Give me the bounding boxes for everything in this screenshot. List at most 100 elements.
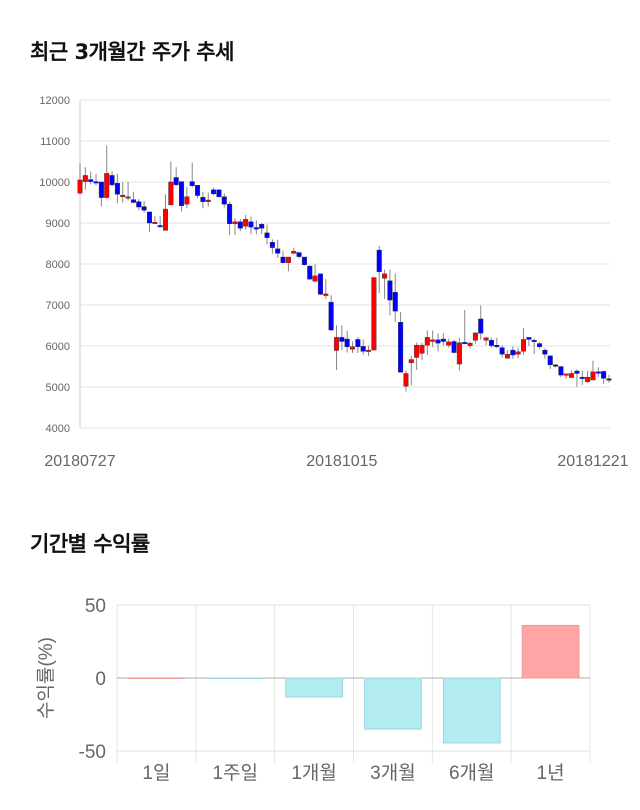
candle-body — [317, 273, 323, 295]
candle-body — [77, 179, 83, 194]
candle-body — [259, 224, 265, 229]
bar — [285, 677, 343, 698]
bar — [442, 677, 501, 744]
candle-body — [312, 275, 318, 282]
candle-body — [387, 280, 393, 301]
candle-body — [371, 277, 377, 351]
candle-body — [526, 337, 532, 340]
candle-body — [574, 370, 580, 374]
candle-body — [114, 183, 120, 195]
candle-body — [382, 273, 388, 279]
candle-body — [435, 339, 441, 344]
candle-body — [141, 206, 147, 211]
returns-title: 기간별 수익률 — [30, 532, 150, 556]
y-tick-label: 9000 — [46, 218, 70, 230]
candle-body — [488, 340, 494, 346]
candle-body — [200, 196, 206, 202]
candle-body — [280, 256, 286, 263]
candle-body — [339, 337, 345, 342]
candle-body — [430, 339, 436, 342]
candle-body — [451, 341, 457, 353]
candle-body — [606, 378, 612, 381]
candle-body — [595, 371, 601, 374]
candlestick-chart: 12000 11000 10000 9000 8000 7000 6000 5000 4000 2… — [39, 95, 628, 470]
bar — [521, 624, 580, 679]
candle-body — [456, 342, 462, 365]
candle-body — [472, 332, 478, 341]
candle-body — [189, 181, 195, 186]
candle-body — [521, 339, 527, 352]
candle-body — [419, 344, 425, 354]
candle-body — [350, 346, 356, 350]
candle-body — [136, 201, 142, 208]
y-tick-label: 11000 — [40, 136, 70, 148]
candle-body — [478, 318, 484, 334]
candle-body — [494, 344, 500, 348]
y-axis-title: 수익률(%) — [35, 637, 57, 719]
y-tick-label: 8000 — [46, 259, 70, 271]
candle-body — [392, 292, 398, 312]
candle-body — [227, 203, 233, 225]
x-tick-label: 20181221 — [557, 453, 628, 470]
candle-body — [323, 293, 329, 296]
candle-body — [253, 227, 259, 230]
candle-body — [333, 337, 339, 351]
bar — [127, 677, 186, 679]
candle-body — [243, 219, 249, 227]
y-tick-label: 6000 — [46, 341, 70, 353]
y-tick-label: 10000 — [39, 177, 70, 189]
candle-body — [424, 337, 430, 346]
candle-body — [462, 342, 468, 345]
candle-body — [120, 194, 126, 197]
bar — [206, 677, 265, 679]
x-tick-label: 1개월 — [291, 762, 337, 784]
x-tick-label: 20181015 — [306, 453, 377, 470]
candle-body — [264, 232, 270, 238]
candle-body — [173, 177, 179, 186]
candle-body — [414, 344, 420, 358]
candle-body — [510, 349, 516, 356]
candle-body — [296, 252, 302, 257]
x-tick-label: 3개월 — [370, 762, 416, 784]
x-tick-label: 6개월 — [449, 762, 495, 784]
candle-body — [585, 376, 591, 382]
candle-body — [162, 208, 168, 231]
candle-body — [366, 349, 372, 352]
candle-body — [542, 349, 548, 355]
candle-body — [269, 242, 275, 248]
returns-bar-chart: 50 0 -50 수익률(%) 1일 1주일 1개월 3개월 6개월 1년 — [35, 596, 591, 784]
candle-body — [569, 373, 575, 378]
candle-body — [355, 339, 361, 348]
candle-body — [328, 301, 334, 331]
candle-body — [553, 364, 559, 367]
candle-body — [216, 189, 222, 197]
y-tick-label: 0 — [95, 669, 106, 690]
candle-body — [109, 175, 115, 186]
candle-body — [563, 373, 569, 376]
candle-body — [168, 181, 174, 206]
candle-body — [440, 338, 446, 342]
candle-body — [125, 196, 131, 199]
y-tick-label: 7000 — [46, 300, 70, 312]
candle-body — [130, 199, 136, 203]
stock-trend-title: 최근 3개월간 주가 추세 — [30, 40, 234, 64]
candle-body — [504, 354, 510, 359]
candle-body — [205, 199, 211, 202]
candle-body — [88, 179, 94, 182]
y-tick-label: -50 — [79, 742, 106, 763]
candle-body — [467, 342, 473, 346]
candle-body — [237, 221, 243, 229]
y-tick-label: 5000 — [46, 382, 70, 394]
candle-body — [152, 221, 158, 224]
candle-body — [221, 196, 227, 205]
candle-body — [285, 256, 291, 263]
x-tick-label: 1일 — [142, 762, 170, 784]
candle-body — [398, 322, 404, 373]
candle-body — [82, 175, 88, 182]
candle-body — [547, 355, 553, 366]
candle-body — [499, 347, 505, 355]
candle-body — [601, 371, 607, 379]
candle-body — [403, 373, 409, 387]
candle-body — [360, 346, 366, 352]
candle-body — [291, 251, 297, 254]
